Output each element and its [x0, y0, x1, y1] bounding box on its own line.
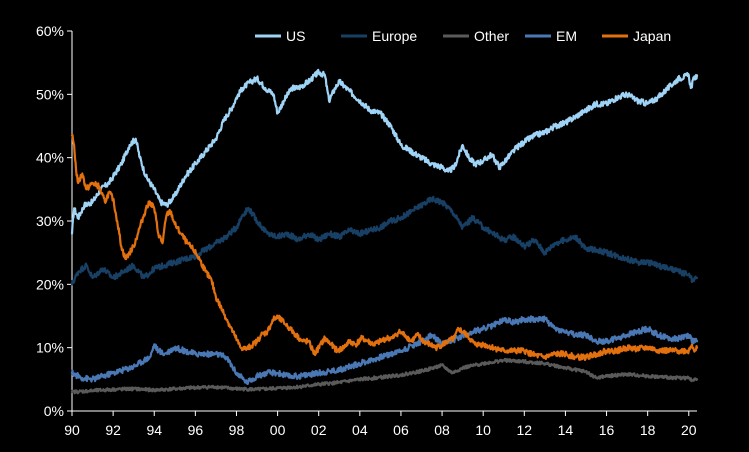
series-line-em — [70, 315, 699, 385]
x-tick-label: 18 — [640, 422, 656, 438]
x-axis: 90 92 94 96 98 00 02 04 06 08 10 12 14 16 18 20 — [64, 410, 697, 438]
y-tick-label: 10% — [36, 340, 64, 356]
legend-label-japan: Japan — [633, 28, 671, 44]
series-line-europe — [70, 195, 699, 286]
x-tick-label: 00 — [270, 422, 286, 438]
x-tick-label: 12 — [517, 422, 533, 438]
x-tick-label: 94 — [146, 422, 162, 438]
x-tick-label: 90 — [64, 422, 80, 438]
x-tick-label: 06 — [393, 422, 409, 438]
series-layer — [70, 68, 699, 395]
x-tick-label: 92 — [105, 422, 121, 438]
x-tick-label: 02 — [311, 422, 327, 438]
x-tick-label: 96 — [188, 422, 204, 438]
x-tick-label: 08 — [434, 422, 450, 438]
legend-label-em: EM — [556, 28, 577, 44]
x-tick-label: 20 — [681, 422, 697, 438]
y-tick-label: 40% — [36, 150, 64, 166]
legend-label-us: US — [286, 28, 305, 44]
y-tick-label: 20% — [36, 276, 64, 292]
series-line-other — [70, 357, 699, 395]
x-tick-label: 98 — [229, 422, 245, 438]
legend-label-europe: Europe — [372, 28, 417, 44]
x-tick-label: 10 — [475, 422, 491, 438]
y-tick-label: 0% — [44, 403, 64, 419]
y-tick-label: 60% — [36, 23, 64, 39]
series-line-japan — [70, 133, 699, 361]
y-tick-label: 50% — [36, 86, 64, 102]
x-tick-label: 16 — [599, 422, 615, 438]
x-tick-label: 04 — [352, 422, 368, 438]
x-tick-label: 14 — [558, 422, 574, 438]
legend: US Europe Other EM Japan — [255, 28, 671, 44]
y-tick-label: 30% — [36, 213, 64, 229]
series-line-us — [70, 68, 699, 235]
y-axis: 0% 10% 20% 30% 40% 50% 60% — [36, 23, 73, 419]
legend-label-other: Other — [474, 28, 509, 44]
